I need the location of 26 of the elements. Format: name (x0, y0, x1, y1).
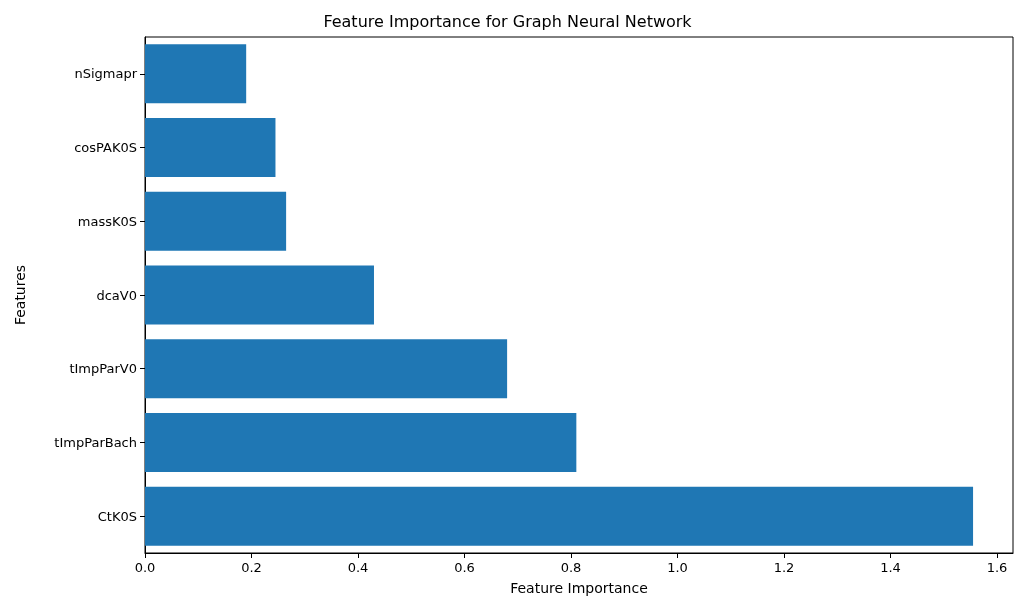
x-tick-label: 1.4 (880, 560, 901, 575)
y-tick-label: massK0S (77, 213, 137, 229)
x-tick-label: 1.2 (773, 560, 795, 575)
x-tick-label: 1.6 (986, 560, 1008, 575)
y-tick-label: CtK0S (97, 508, 137, 524)
bar (145, 44, 247, 104)
bar (145, 339, 508, 399)
y-tick-label: tImpParBach (54, 434, 137, 450)
y-tick-label: cosPAK0S (74, 140, 137, 156)
y-tick-label: tImpParV0 (69, 361, 137, 377)
y-tick-label: dcaV0 (96, 287, 137, 303)
x-tick-label: 1.0 (667, 560, 688, 575)
x-axis-title: Feature Importance (510, 580, 648, 596)
x-tick-label: 0.2 (241, 560, 262, 575)
bar (145, 486, 974, 546)
x-tick-label: 0.4 (347, 560, 369, 575)
x-tick-label: 0.8 (560, 560, 582, 575)
x-tick-label: 0.0 (134, 560, 156, 575)
y-tick-label: nSigmapr (74, 66, 138, 82)
bar (145, 118, 276, 178)
bar (145, 191, 287, 251)
x-tick-label: 0.6 (454, 560, 475, 575)
bar (145, 265, 374, 325)
y-axis-title: Features (12, 264, 28, 326)
chart-title: Feature Importance for Graph Neural Network (323, 11, 693, 31)
bar (145, 412, 577, 472)
